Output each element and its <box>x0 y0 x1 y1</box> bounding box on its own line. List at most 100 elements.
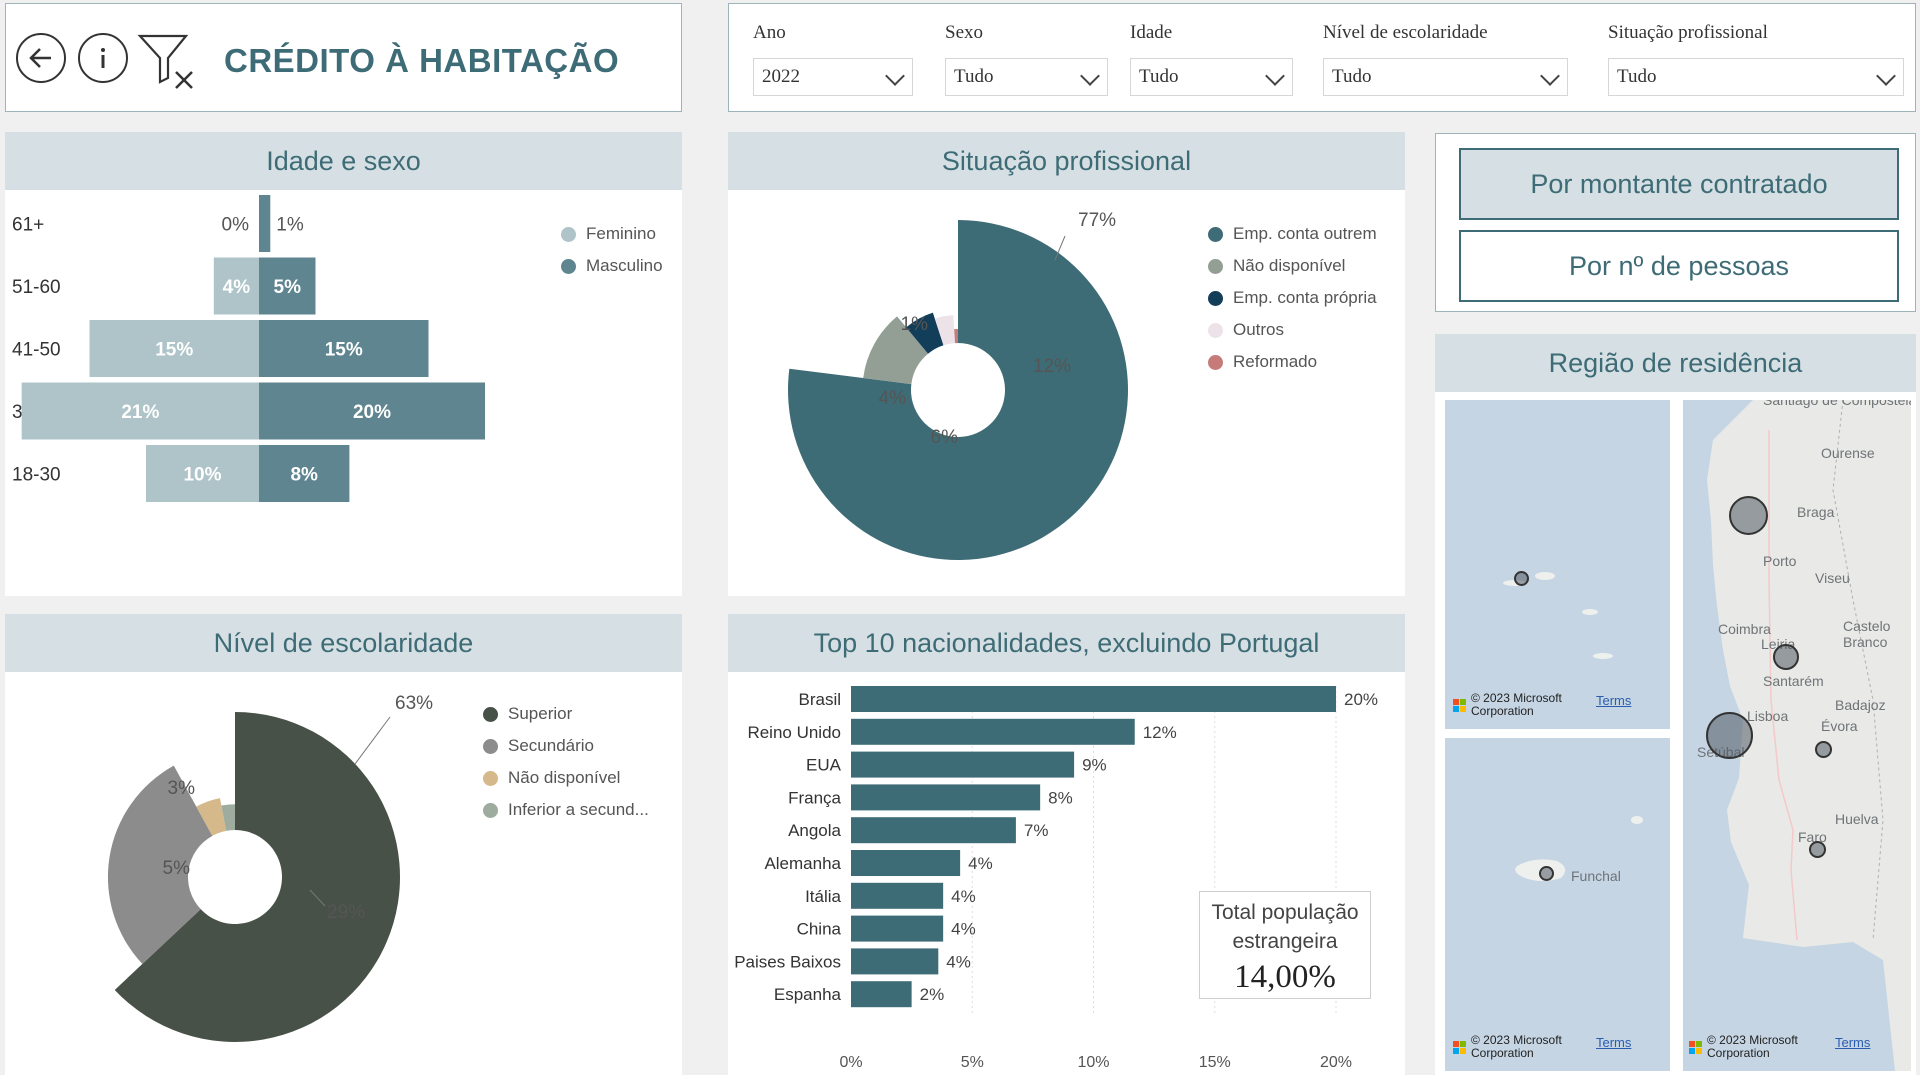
info-button[interactable] <box>78 33 128 83</box>
clear-filters-button[interactable] <box>136 32 198 92</box>
filter-ano-dropdown[interactable]: 2022 <box>753 58 913 96</box>
map-copyright: © 2023 Microsoft Corporation <box>1471 691 1562 718</box>
chevron-down-icon <box>885 66 905 86</box>
filter-situacao-dropdown[interactable]: Tudo <box>1608 58 1904 96</box>
age-tick-label: 51-60 <box>12 277 61 298</box>
pie-slice <box>107 765 213 964</box>
toggle-panel: Por montante contratado Por nº de pessoa… <box>1435 133 1916 312</box>
legend-item[interactable]: Emp. conta própria <box>1208 282 1377 314</box>
category-label: China <box>797 920 842 939</box>
bar <box>851 850 961 876</box>
map-bubble-braga[interactable] <box>1729 496 1768 535</box>
legend-label: Masculino <box>586 256 663 275</box>
age-sex-chart: 61+0%1%51-604%5%41-5015%15%31-4021%20%18… <box>12 195 485 502</box>
slice-label: 29% <box>327 902 365 923</box>
pie-slice <box>934 315 956 346</box>
slice-label: 4% <box>879 388 907 409</box>
panel-title: Região de residência <box>1435 334 1916 392</box>
map-terms-link[interactable]: Terms <box>1596 1035 1632 1050</box>
total-foreign-card: Total população estrangeira 14,00% <box>1199 891 1371 999</box>
map-terms-link[interactable]: Terms <box>1596 693 1632 708</box>
info-icon <box>101 48 105 68</box>
map-bubble-lisboa[interactable] <box>1706 712 1753 759</box>
map-label: Ourense <box>1821 445 1875 461</box>
map-bubble-faro[interactable] <box>1809 841 1826 858</box>
total-foreign-value: 14,00% <box>1234 959 1336 995</box>
legend-item[interactable]: Feminino <box>561 218 663 250</box>
madeira-islands <box>1515 816 1643 881</box>
filter-label: Sexo <box>945 22 983 43</box>
bar-masculino <box>259 445 350 502</box>
legend-item[interactable]: Não disponível <box>483 762 649 794</box>
bar <box>851 751 1075 778</box>
nationalities-panel: Top 10 nacionalidades, excluindo Portuga… <box>728 614 1405 1075</box>
legend-swatch <box>1208 226 1223 242</box>
legend-label: Feminino <box>586 224 656 243</box>
map-label-funchal: Funchal <box>1571 868 1621 884</box>
back-button[interactable] <box>16 33 66 83</box>
leader-line <box>354 716 391 765</box>
map-bubble-leiria[interactable] <box>1773 644 1799 670</box>
legend-item[interactable]: Inferior a secund... <box>483 794 649 826</box>
category-label: Angola <box>788 821 841 840</box>
azores-map[interactable]: © 2023 Microsoft Corporation Terms <box>1445 400 1670 729</box>
bar-masculino <box>259 382 485 440</box>
filter-ano: Ano 2022 <box>753 22 913 96</box>
bar-masculino <box>259 320 429 377</box>
bar-masculino <box>259 195 271 252</box>
data-label-feminino: 15% <box>155 340 193 361</box>
legend-item[interactable]: Emp. conta outrem <box>1208 218 1377 250</box>
x-tick-label: 20% <box>1320 1054 1352 1071</box>
map-bubble[interactable] <box>1539 866 1554 881</box>
legend-swatch <box>483 706 498 722</box>
employment-chart: 77% 12% 6% 4% 1% <box>788 210 1128 560</box>
x-tick-label: 5% <box>961 1054 984 1071</box>
legend-label: Inferior a secund... <box>508 800 649 819</box>
mainland-landmass <box>1707 400 1911 1071</box>
pie-slice <box>954 328 958 344</box>
legend-swatch <box>483 738 498 754</box>
x-tick-label: 0% <box>839 1054 862 1071</box>
category-label: Alemanha <box>764 854 841 873</box>
microsoft-logo-icon <box>1453 1041 1466 1054</box>
slice-label: 77% <box>1078 210 1116 231</box>
data-label: 12% <box>1143 723 1177 742</box>
map-terms-link[interactable]: Terms <box>1835 1035 1871 1050</box>
legend-label: Emp. conta própria <box>1233 288 1377 307</box>
filter-label: Ano <box>753 22 786 43</box>
bar-masculino <box>259 257 316 315</box>
legend-item[interactable]: Masculino <box>561 250 663 282</box>
data-label: 4% <box>951 887 976 906</box>
legend-swatch <box>483 770 498 786</box>
x-tick-label: 10% <box>1077 1054 1109 1071</box>
category-label: Itália <box>805 887 841 906</box>
legend-item[interactable]: Superior <box>483 698 649 730</box>
age-sex-legend: Feminino Masculino <box>561 218 663 282</box>
panel-title: Idade e sexo <box>5 132 682 190</box>
legend-swatch <box>561 226 576 242</box>
filter-label: Nível de escolaridade <box>1323 22 1488 43</box>
legend-item[interactable]: Outros <box>1208 314 1377 346</box>
legend-item[interactable]: Reformado <box>1208 346 1377 378</box>
map-label: Coimbra <box>1718 621 1771 637</box>
by-people-button[interactable]: Por nº de pessoas <box>1459 230 1899 302</box>
map-bubble[interactable] <box>1514 571 1529 586</box>
map-label: Évora <box>1821 718 1858 734</box>
mainland-map[interactable]: Santiago de Compostela Ourense Braga Por… <box>1683 400 1911 1071</box>
madeira-map[interactable]: Funchal © 2023 Microsoft Corporation Ter… <box>1445 738 1670 1071</box>
legend-item[interactable]: Secundário <box>483 730 649 762</box>
data-label-feminino: 0% <box>222 215 250 236</box>
filter-escolaridade-dropdown[interactable]: Tudo <box>1323 58 1568 96</box>
leader-line <box>1054 235 1066 261</box>
bar-feminino <box>146 445 259 502</box>
filter-value: Tudo <box>954 66 994 87</box>
filter-sexo-dropdown[interactable]: Tudo <box>945 58 1108 96</box>
data-label-masculino: 1% <box>276 215 304 236</box>
filter-idade-dropdown[interactable]: Tudo <box>1130 58 1293 96</box>
data-label-masculino: 5% <box>274 277 302 298</box>
by-amount-button[interactable]: Por montante contratado <box>1459 148 1899 220</box>
category-label: Espanha <box>774 985 842 1004</box>
legend-item[interactable]: Não disponível <box>1208 250 1377 282</box>
map-bubble-evora[interactable] <box>1815 741 1832 758</box>
legend-swatch <box>483 802 498 818</box>
